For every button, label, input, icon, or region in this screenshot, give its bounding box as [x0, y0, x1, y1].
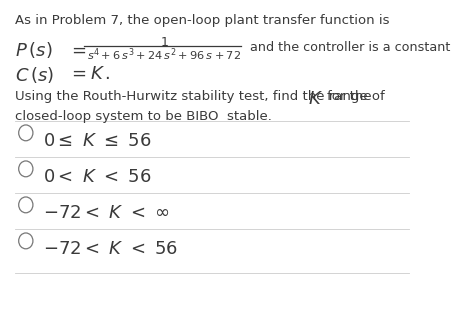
Text: $1$: $1$ [160, 36, 168, 49]
Text: for the: for the [327, 90, 372, 103]
Text: $0 <\ K\ <\ 56$: $0 <\ K\ <\ 56$ [43, 168, 151, 186]
Text: $=$: $=$ [68, 41, 86, 59]
Text: $C\,(s)$: $C\,(s)$ [15, 65, 55, 85]
Text: $K$: $K$ [308, 90, 323, 108]
Text: Using the Routh-Hurwitz stability test, find the range of: Using the Routh-Hurwitz stability test, … [15, 90, 385, 103]
Text: $0 \leq\ K\ \leq\ 56$: $0 \leq\ K\ \leq\ 56$ [43, 132, 151, 150]
Text: $-72 <\ K\ <\ 56$: $-72 <\ K\ <\ 56$ [43, 240, 178, 258]
Text: $-72 <\ K\ <\ \infty$: $-72 <\ K\ <\ \infty$ [43, 204, 169, 222]
Text: and the controller is a constant: and the controller is a constant [250, 41, 450, 54]
Text: As in Problem 7, the open-loop plant transfer function is: As in Problem 7, the open-loop plant tra… [15, 14, 390, 27]
Text: $P\,(s)$: $P\,(s)$ [15, 40, 53, 60]
Text: $s^4 + 6\,s^3 + 24\,s^2 + 96\,s + 72$: $s^4 + 6\,s^3 + 24\,s^2 + 96\,s + 72$ [87, 46, 241, 63]
Text: closed-loop system to be BIBO  stable.: closed-loop system to be BIBO stable. [15, 110, 272, 123]
Text: $= K\,.$: $= K\,.$ [68, 65, 110, 83]
